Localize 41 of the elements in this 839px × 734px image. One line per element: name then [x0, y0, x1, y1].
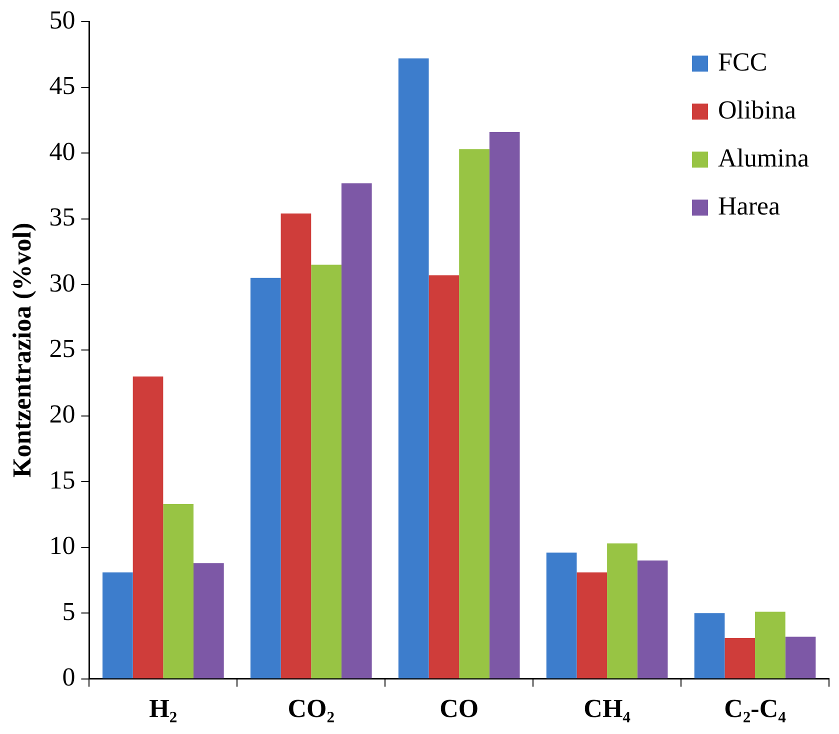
- y-tick-label: 25: [49, 334, 76, 364]
- y-tick-label: 20: [49, 400, 76, 429]
- legend-label: Alumina: [718, 143, 810, 172]
- bar: [637, 560, 668, 678]
- bar: [755, 612, 786, 678]
- legend-label: FCC: [718, 47, 768, 76]
- legend-label: Harea: [718, 191, 781, 220]
- bar: [280, 214, 312, 678]
- y-tick-label: 30: [49, 268, 76, 298]
- bar: [694, 613, 725, 678]
- bar: [163, 504, 194, 678]
- x-tick-label: C₂-C₄: [724, 694, 786, 724]
- bar: [785, 636, 816, 678]
- bar: [546, 552, 577, 678]
- x-tick-label: CO₂: [288, 694, 335, 724]
- bar: [341, 183, 372, 678]
- y-tick-label: 40: [49, 136, 76, 166]
- bar: [132, 376, 164, 678]
- bar: [398, 58, 429, 678]
- bar: [102, 572, 133, 678]
- x-tick-label: CO: [440, 694, 479, 724]
- bar: [576, 572, 608, 678]
- y-tick-label: 0: [62, 662, 76, 692]
- bar: [607, 543, 638, 678]
- bar: [311, 264, 342, 678]
- x-tick-label: H₂: [149, 694, 178, 724]
- legend-label: Olibina: [718, 95, 796, 124]
- y-tick-label: 5: [62, 596, 76, 626]
- y-tick-label: 35: [49, 202, 76, 232]
- y-tick-label: 50: [49, 5, 76, 34]
- y-axis-title: Kontzentrazioa (%vol): [7, 222, 36, 478]
- x-tick-label: CH₄: [584, 694, 631, 724]
- y-tick-label: 45: [49, 71, 76, 100]
- bar: [194, 563, 224, 678]
- bar: [459, 149, 490, 678]
- bar: [428, 275, 460, 678]
- bar: [724, 638, 756, 678]
- bar: [489, 132, 520, 678]
- y-tick-label: 10: [49, 531, 76, 560]
- y-tick-label: 15: [49, 465, 76, 494]
- bar: [250, 278, 281, 678]
